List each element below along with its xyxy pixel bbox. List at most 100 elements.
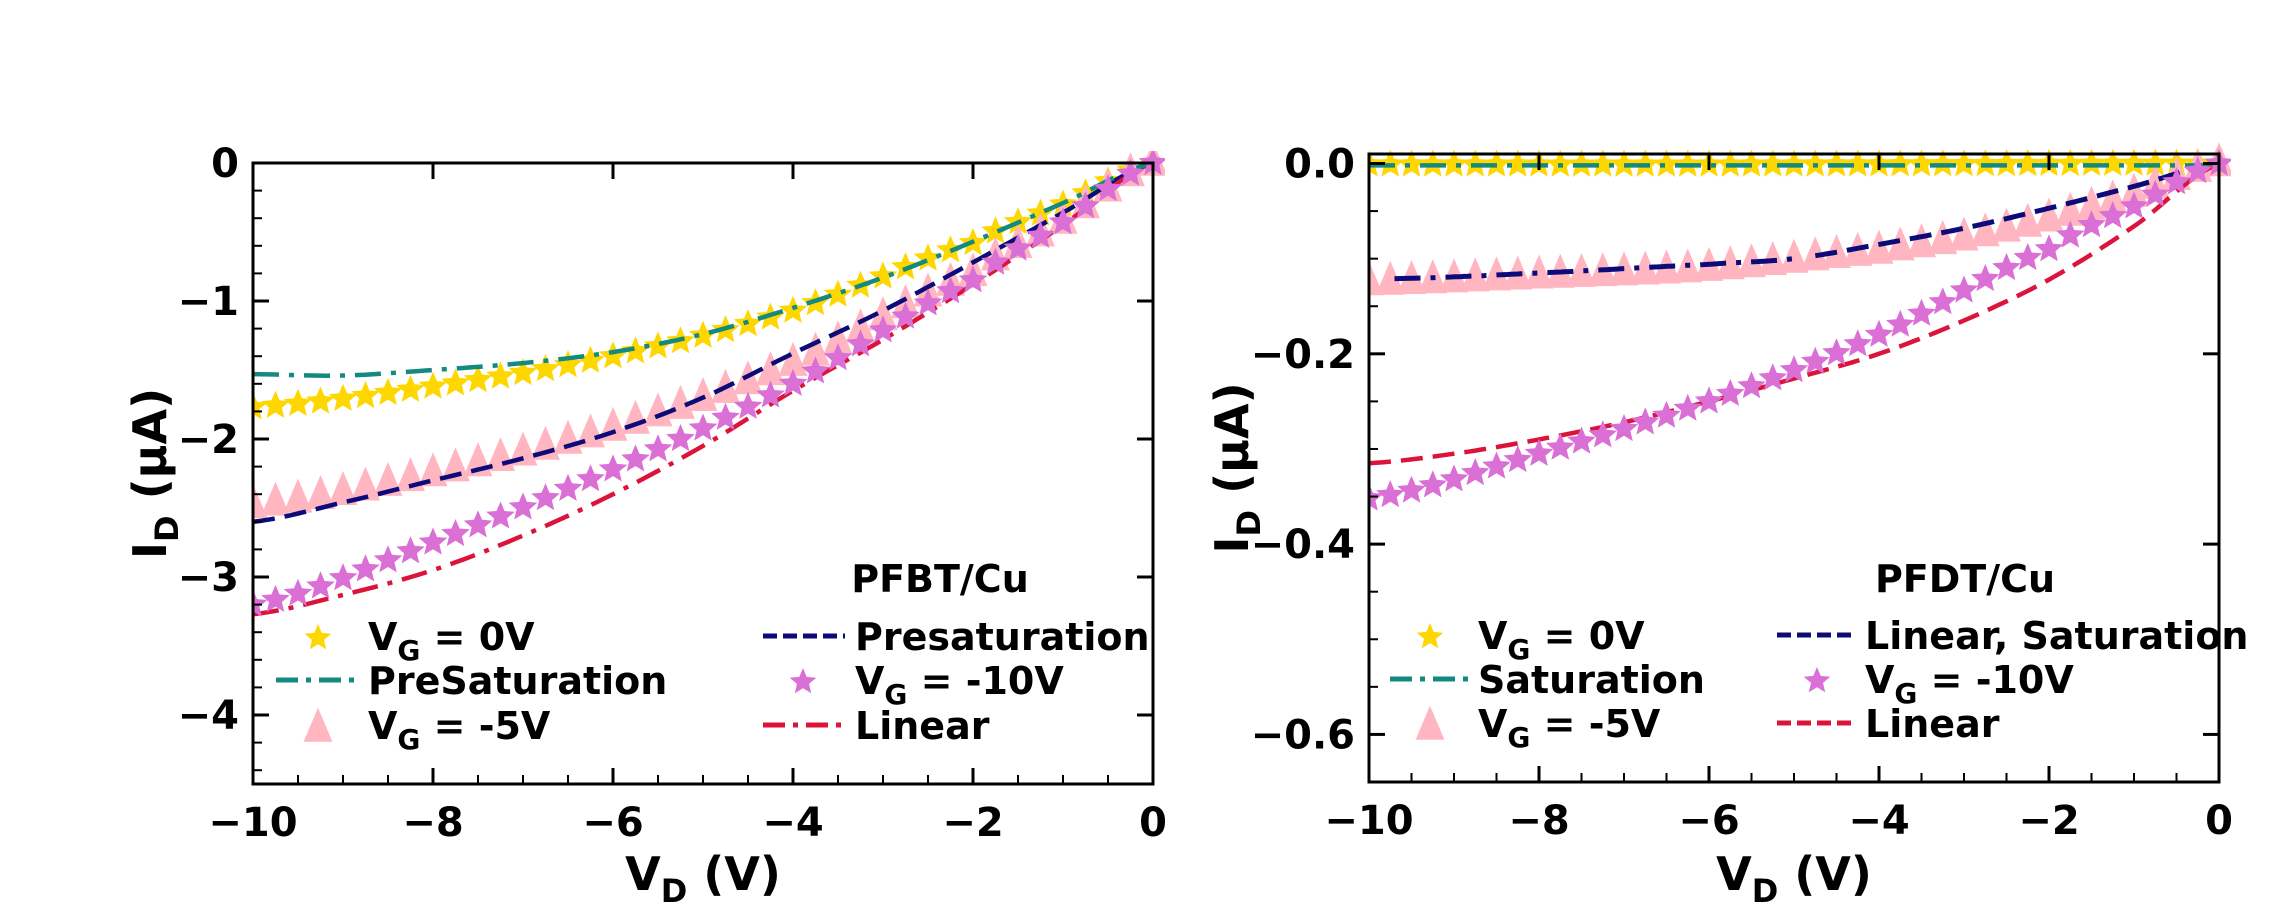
star-marker: [576, 464, 605, 492]
star-marker: [261, 584, 290, 612]
legend-entry: Linear: [1777, 702, 2000, 746]
star-marker: [891, 301, 920, 329]
y-axis-label: ID (μA): [123, 388, 186, 559]
fit-line-segment: [1394, 256, 1795, 282]
legend-entry: Saturation: [1390, 658, 1705, 702]
star-marker: [621, 444, 650, 472]
axis-ticks: [1367, 154, 2221, 783]
triangle-marker: [1885, 226, 1915, 261]
star-marker: [1673, 149, 1702, 177]
star-marker: [2077, 148, 2106, 176]
legend-triangle-icon: [303, 707, 333, 742]
x-axis-label: VD (V): [1716, 847, 1872, 910]
star-marker: [463, 510, 493, 538]
triangle-marker: [1567, 252, 1596, 287]
star-marker: [1524, 438, 1554, 466]
star-marker: [1376, 480, 1405, 508]
triangle-marker: [1460, 257, 1490, 292]
legend-entry: VG = -5V: [303, 704, 551, 756]
triangle-marker: [1992, 207, 2021, 242]
star-marker: [823, 279, 853, 307]
y-tick-labels: 0.0 −0.2 −0.4 −0.6: [1251, 142, 1355, 759]
star-marker: [1992, 253, 2021, 281]
triangle-marker: [1630, 250, 1660, 285]
triangle-marker: [1375, 260, 1405, 295]
star-marker: [1116, 158, 1145, 186]
star-marker: [1026, 198, 1055, 226]
triangle-marker: [643, 392, 673, 427]
star-marker: [1461, 149, 1490, 177]
legend-entry: Linear: [763, 704, 990, 748]
star-marker: [1949, 149, 1979, 177]
series-presaturation: [253, 160, 1154, 525]
triangle-marker: [1949, 216, 1979, 251]
series-linear: [1369, 161, 2220, 466]
legend-label: VG = -5V: [368, 704, 551, 756]
star-marker: [1631, 407, 1660, 435]
star-marker: [1048, 207, 1078, 235]
series-presaturation: [253, 160, 1154, 378]
triangle-marker: [351, 466, 380, 501]
star-marker: [283, 578, 313, 606]
legend-label: VG = -10V: [1865, 658, 2074, 710]
star-marker: [2056, 148, 2085, 176]
series-layer: [253, 151, 1165, 617]
y-tick-label: −1: [178, 279, 239, 325]
triangle-marker: [306, 475, 335, 510]
star-marker: [486, 501, 515, 529]
star-marker: [733, 391, 763, 419]
y-tick-label: −2: [178, 417, 239, 463]
star-marker: [463, 365, 493, 393]
star-marker: [1482, 451, 1511, 479]
triangle-marker: [756, 351, 785, 386]
legend-label: VG = -10V: [855, 659, 1064, 711]
y-tick-label: −0.2: [1251, 332, 1355, 378]
legend-entry: VG = 0V: [1416, 614, 1645, 666]
star-marker: [2141, 179, 2170, 207]
x-tick-labels: −10 −8 −6 −4 −2 0: [208, 800, 1167, 846]
legend-entry: VG = -10V: [1803, 658, 2074, 710]
right-panel-pfdt: −10 −8 −6 −4 −2 0 0.0 −0.2 −0.4 −0.6 VD (V) ID (…: [1205, 142, 2249, 910]
star-marker: [1843, 329, 1872, 357]
star-marker: [958, 265, 988, 293]
x-tick-label: −10: [208, 800, 297, 846]
triangle-marker: [1970, 212, 2000, 247]
triangle-marker: [1524, 254, 1554, 289]
triangle-marker: [441, 447, 470, 482]
star-marker: [418, 527, 448, 555]
legend-label: Linear: [855, 704, 990, 748]
triangle-marker: [688, 377, 718, 412]
star-marker: [441, 368, 470, 396]
triangle-marker: [2055, 191, 2085, 226]
star-marker: [1716, 378, 1745, 406]
star-marker: [2056, 220, 2085, 248]
x-tick-label: −4: [1848, 798, 1909, 844]
star-marker: [1546, 149, 1575, 177]
star-marker: [1737, 371, 1766, 399]
star-marker: [1737, 149, 1766, 177]
legend-label: Saturation: [1478, 658, 1705, 702]
star-marker: [418, 371, 448, 399]
triangle-marker: [823, 320, 853, 355]
legend-entry: VG = -5V: [1415, 702, 1661, 754]
star-marker: [846, 329, 875, 357]
star-marker: [1397, 475, 1426, 503]
star-marker: [1546, 432, 1575, 460]
x-tick-labels: −10 −8 −6 −4 −2 0: [1324, 798, 2233, 844]
legend-label: Linear: [1865, 702, 2000, 746]
star-marker: [531, 354, 560, 382]
star-marker: [801, 356, 830, 384]
star-marker: [373, 545, 403, 573]
sample-annotation: PFDT/Cu: [1875, 557, 2055, 601]
star-marker: [1949, 275, 1979, 303]
star-marker: [1003, 233, 1033, 261]
star-marker: [643, 331, 673, 359]
fit-line: [253, 160, 1154, 378]
y-tick-labels: 0 −1 −2 −3 −4: [178, 141, 239, 739]
star-marker: [553, 473, 583, 501]
legend-label: VG = 0V: [1478, 614, 1645, 666]
star-marker: [778, 368, 808, 396]
fit-line: [253, 160, 1154, 617]
star-marker: [1758, 149, 1787, 177]
star-marker: [1503, 149, 1532, 177]
